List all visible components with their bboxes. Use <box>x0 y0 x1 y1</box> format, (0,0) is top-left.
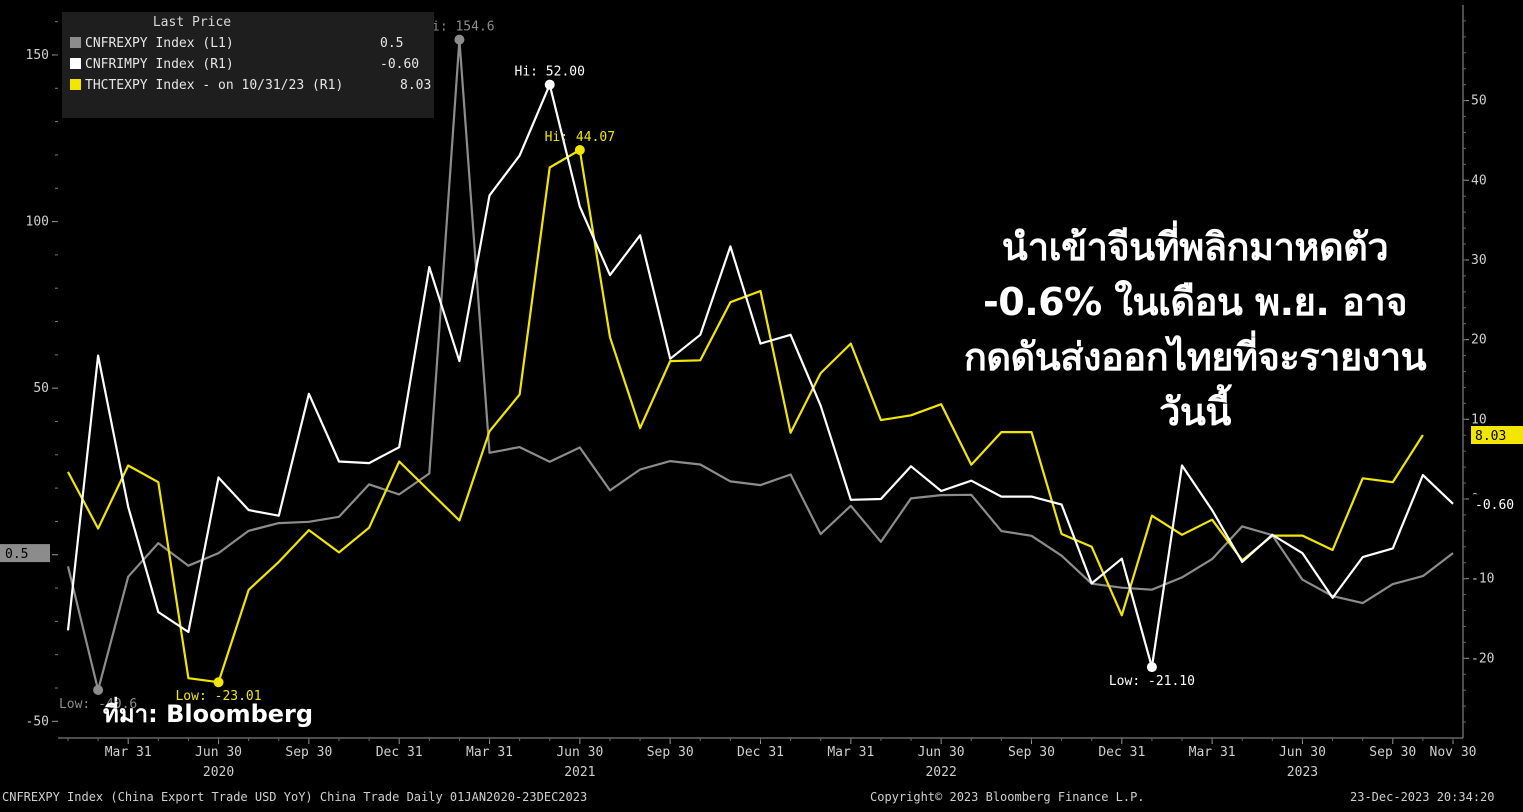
legend-swatch-white <box>70 58 81 69</box>
x-axis-tick-label: Jun 30 <box>556 745 603 760</box>
x-axis-year-label: 2022 <box>925 765 956 780</box>
x-axis-tick-label: Dec 31 <box>376 745 423 760</box>
series-line-cnfrimpy <box>66 83 1454 669</box>
annotation-label: Hi: 52.00 <box>515 65 585 80</box>
x-axis-tick-label: Sep 30 <box>285 745 332 760</box>
left-axis-tick-label: 100 <box>26 215 49 230</box>
annotation-label: Low: -23.01 <box>175 689 261 704</box>
annotation-marker <box>574 145 585 156</box>
legend-row-thctexpy: THCTEXPY Index - on 10/31/23 (R1) 8.03 <box>62 75 434 96</box>
right-axis-tick-label: 20 <box>1471 333 1487 348</box>
x-axis-tick-label: Mar 31 <box>105 745 152 760</box>
last-value-tag <box>1471 426 1523 445</box>
annotation-marker <box>454 34 465 45</box>
annotation-label: Low: -21.10 <box>1109 674 1195 689</box>
last-value-tag <box>1470 494 1523 514</box>
chart-series <box>66 38 1454 692</box>
legend-label: CNFREXPY Index (L1) <box>85 36 234 51</box>
annotation-label: Hi: 44.07 <box>545 130 615 145</box>
legend-value: -0.60 <box>380 57 420 72</box>
legend-row-cnfrimpy: CNFRIMPY Index (R1) -0.60 <box>62 54 434 75</box>
x-axis-tick-label: Jun 30 <box>195 745 242 760</box>
x-axis-tick-label: Sep 30 <box>1369 745 1416 760</box>
right-axis-tick-label: 50 <box>1471 94 1487 109</box>
legend-label: THCTEXPY Index - on 10/31/23 (R1) <box>85 78 344 93</box>
x-axis-tick-label: Sep 30 <box>1008 745 1055 760</box>
footer-copyright: Copyright© 2023 Bloomberg Finance L.P. <box>870 790 1145 804</box>
last-value-tag <box>0 544 50 563</box>
x-axis-tick-label: Jun 30 <box>918 745 965 760</box>
footer-series-description: CNFREXPY Index (China Export Trade USD Y… <box>2 790 588 804</box>
legend-row-cnfrexpy: CNFREXPY Index (L1) 0.5 <box>62 33 434 54</box>
legend-swatch-gray <box>70 37 81 48</box>
right-axis-tick-label: 30 <box>1471 253 1487 268</box>
headline-text: นำเข้าจีนที่พลิกมาหดตัว -0.6% ในเดือน พ.… <box>963 225 1427 434</box>
x-axis-tick-label: Jun 30 <box>1279 745 1326 760</box>
chart-legend: Last Price CNFREXPY Index (L1) 0.5 CNFRI… <box>62 12 434 118</box>
source-label: ที่มา: Bloomberg <box>103 700 314 728</box>
left-axis-tick-label: 50 <box>33 381 49 396</box>
right-axis-tick-label: 40 <box>1471 173 1487 188</box>
x-axis-tick-label: Mar 31 <box>827 745 874 760</box>
annotation-label: Low: -40.6 <box>59 697 137 712</box>
chart-annotations: Hi: 154.6 Low: -40.6 Hi: 52.00 Low: -21.10 H… <box>0 20 1523 712</box>
right-axis-tick-label: -10 <box>1471 572 1494 587</box>
x-axis-tick-label: Mar 31 <box>466 745 513 760</box>
x-axis-tick-label: Nov 30 <box>1430 745 1477 760</box>
annotation-label: Hi: 154.6 <box>424 20 494 35</box>
x-axis-tick-label: Dec 31 <box>737 745 784 760</box>
x-axis-year-label: 2023 <box>1287 765 1318 780</box>
legend-value: 0.5 <box>380 36 404 51</box>
series-line-cnfrexpy <box>66 38 1454 692</box>
right-axis-tick-label: -20 <box>1471 651 1494 666</box>
last-value-tag-label: 8.03 <box>1475 429 1506 444</box>
x-axis-year-label: 2020 <box>203 765 234 780</box>
last-value-tag-label: -0.60 <box>1475 498 1514 513</box>
left-axis-tick-label: -50 <box>26 714 49 729</box>
left-axis-tick-label: 150 <box>26 48 49 63</box>
annotation-marker <box>93 685 104 696</box>
x-axis-tick-label: Sep 30 <box>647 745 694 760</box>
annotation-marker <box>544 79 555 90</box>
annotation-marker <box>1146 662 1157 673</box>
footer-timestamp: 23-Dec-2023 20:34:20 <box>1350 790 1495 804</box>
x-axis-tick-label: Dec 31 <box>1098 745 1145 760</box>
right-axis-tick-label: 10 <box>1471 412 1487 427</box>
x-axis-tick-label: Mar 31 <box>1189 745 1236 760</box>
last-value-tag-label: 0.5 <box>5 547 28 562</box>
legend-label: CNFRIMPY Index (R1) <box>85 57 234 72</box>
x-axis-year-label: 2021 <box>564 765 595 780</box>
legend-value: 8.03 <box>400 78 432 93</box>
legend-title: Last Price <box>152 15 232 30</box>
annotation-marker <box>213 677 224 688</box>
legend-swatch-yellow <box>70 79 81 90</box>
